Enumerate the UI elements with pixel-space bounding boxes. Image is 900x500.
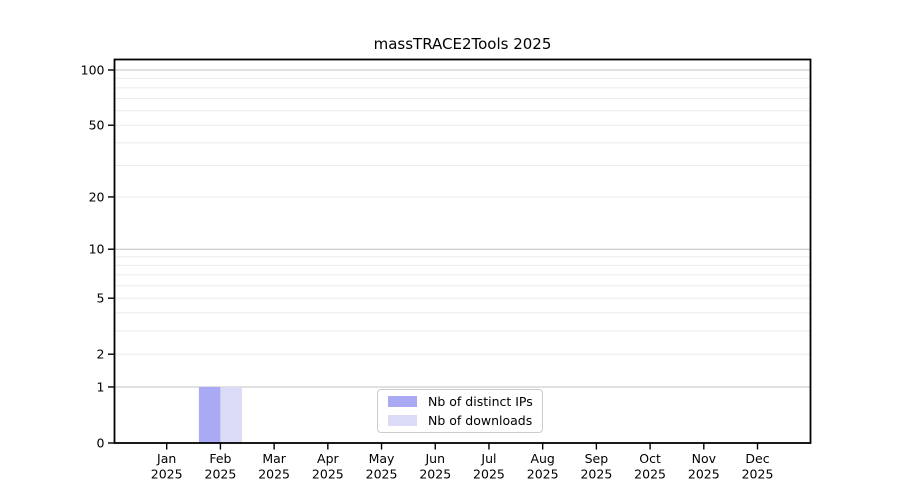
x-tick-label-month-mar: Mar (262, 451, 286, 466)
x-tick-label-month-sep: Sep (585, 451, 609, 466)
x-tick-label-month-jul: Jul (480, 451, 496, 466)
y-tick-label-50: 50 (89, 118, 105, 133)
bars (198, 386, 242, 443)
x-tick-label-year-nov: 2025 (688, 467, 720, 482)
x-tick-label-month-apr: Apr (317, 451, 339, 466)
legend-item-downloads: Nb of downloads (388, 413, 532, 428)
x-tick-label-year-jan: 2025 (151, 467, 183, 482)
y-tick-label-20: 20 (89, 189, 105, 204)
x-tick-label-month-dec: Dec (745, 451, 769, 466)
chart-title: massTRACE2Tools 2025 (373, 35, 552, 53)
y-tick-label-1: 1 (97, 379, 105, 394)
x-tick-label-month-may: May (369, 451, 395, 466)
plot-border (113, 58, 812, 444)
y-axis: 0 1 2 5 10 20 50 100 (81, 63, 115, 451)
x-axis: Jan2025Feb2025Mar2025Apr2025May2025Jun20… (151, 443, 774, 482)
chart-legend: Nb of distinct IPs Nb of downloads (377, 389, 543, 433)
x-tick-label-month-oct: Oct (639, 451, 661, 466)
x-tick-label-year-may: 2025 (366, 467, 398, 482)
x-tick-label-month-jan: Jan (156, 451, 176, 466)
x-tick-label-month-nov: Nov (692, 451, 717, 466)
x-tick-label-month-aug: Aug (530, 451, 554, 466)
y-tick-label-10: 10 (89, 242, 105, 257)
legend-swatch-downloads (388, 415, 417, 426)
x-tick-label-year-jul: 2025 (473, 467, 505, 482)
bar-distinct-ips-feb-2025 (198, 386, 221, 443)
x-tick-label-year-sep: 2025 (580, 467, 612, 482)
x-tick-label-year-mar: 2025 (258, 467, 290, 482)
x-tick-label-year-dec: 2025 (742, 467, 774, 482)
bar-downloads-feb-2025 (220, 386, 242, 443)
x-tick-label-year-aug: 2025 (527, 467, 559, 482)
x-tick-label-year-jun: 2025 (419, 467, 451, 482)
x-tick-label-month-feb: Feb (209, 451, 231, 466)
legend-item-distinct-ips: Nb of distinct IPs (388, 394, 533, 409)
x-tick-label-month-jun: Jun (424, 451, 445, 466)
legend-swatch-distinct-ips (388, 396, 417, 407)
axes (113, 58, 812, 444)
y-tick-label-2: 2 (97, 347, 105, 362)
y-tick-label-0: 0 (97, 436, 105, 451)
y-tick-label-5: 5 (97, 291, 105, 306)
x-tick-label-year-apr: 2025 (312, 467, 344, 482)
x-tick-label-year-feb: 2025 (205, 467, 237, 482)
x-tick-label-year-oct: 2025 (634, 467, 666, 482)
gridlines (114, 69, 811, 388)
legend-label-downloads: Nb of downloads (428, 413, 533, 428)
y-tick-label-100: 100 (81, 63, 105, 78)
legend-label-distinct-ips: Nb of distinct IPs (428, 394, 533, 409)
